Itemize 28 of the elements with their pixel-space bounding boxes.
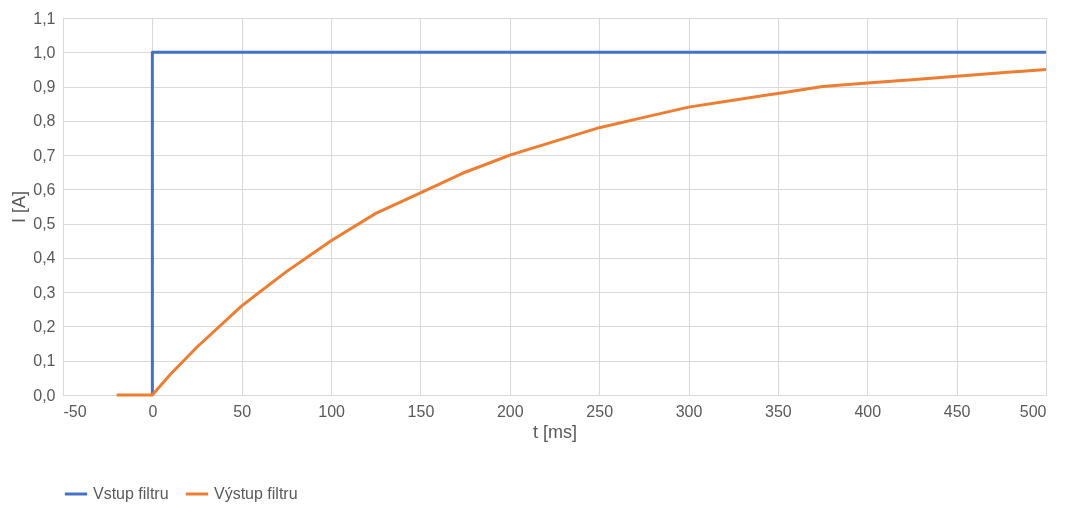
y-tick-label: 0,4 bbox=[33, 249, 56, 267]
x-axis-title: t [ms] bbox=[533, 421, 577, 442]
y-tick-label: 0,0 bbox=[33, 386, 56, 404]
y-tick-label: 0,5 bbox=[33, 215, 56, 233]
y-tick-label: 0,7 bbox=[33, 146, 56, 164]
x-tick-label: 0 bbox=[148, 402, 158, 420]
y-tick-label: 1,1 bbox=[33, 9, 56, 27]
x-tick-label: 50 bbox=[233, 402, 252, 420]
y-tick-label: 0,2 bbox=[33, 317, 56, 335]
x-tick-label: -50 bbox=[63, 402, 87, 420]
x-tick-label: 400 bbox=[854, 402, 882, 420]
x-tick-label: 500 bbox=[1019, 402, 1047, 420]
legend-label: Vstup filtru bbox=[93, 485, 169, 502]
y-tick-label: 0,3 bbox=[33, 283, 56, 301]
y-axis-title: I [A] bbox=[9, 190, 30, 224]
x-tick-label: 200 bbox=[496, 402, 524, 420]
x-tick-label: 250 bbox=[586, 402, 614, 420]
x-tick-label: 300 bbox=[675, 402, 703, 420]
legend-label: Výstup filtru bbox=[214, 485, 298, 502]
y-tick-label: 0,8 bbox=[33, 112, 56, 130]
x-tick-label: 150 bbox=[407, 402, 435, 420]
x-tick-label: 350 bbox=[765, 402, 792, 420]
x-tick-label: 100 bbox=[318, 402, 346, 420]
y-tick-label: 0,1 bbox=[33, 352, 56, 370]
x-tick-label: 450 bbox=[943, 402, 971, 420]
y-tick-label: 1,0 bbox=[33, 43, 56, 61]
y-tick-label: 0,6 bbox=[33, 180, 56, 198]
y-tick-label: 0,9 bbox=[33, 78, 56, 96]
